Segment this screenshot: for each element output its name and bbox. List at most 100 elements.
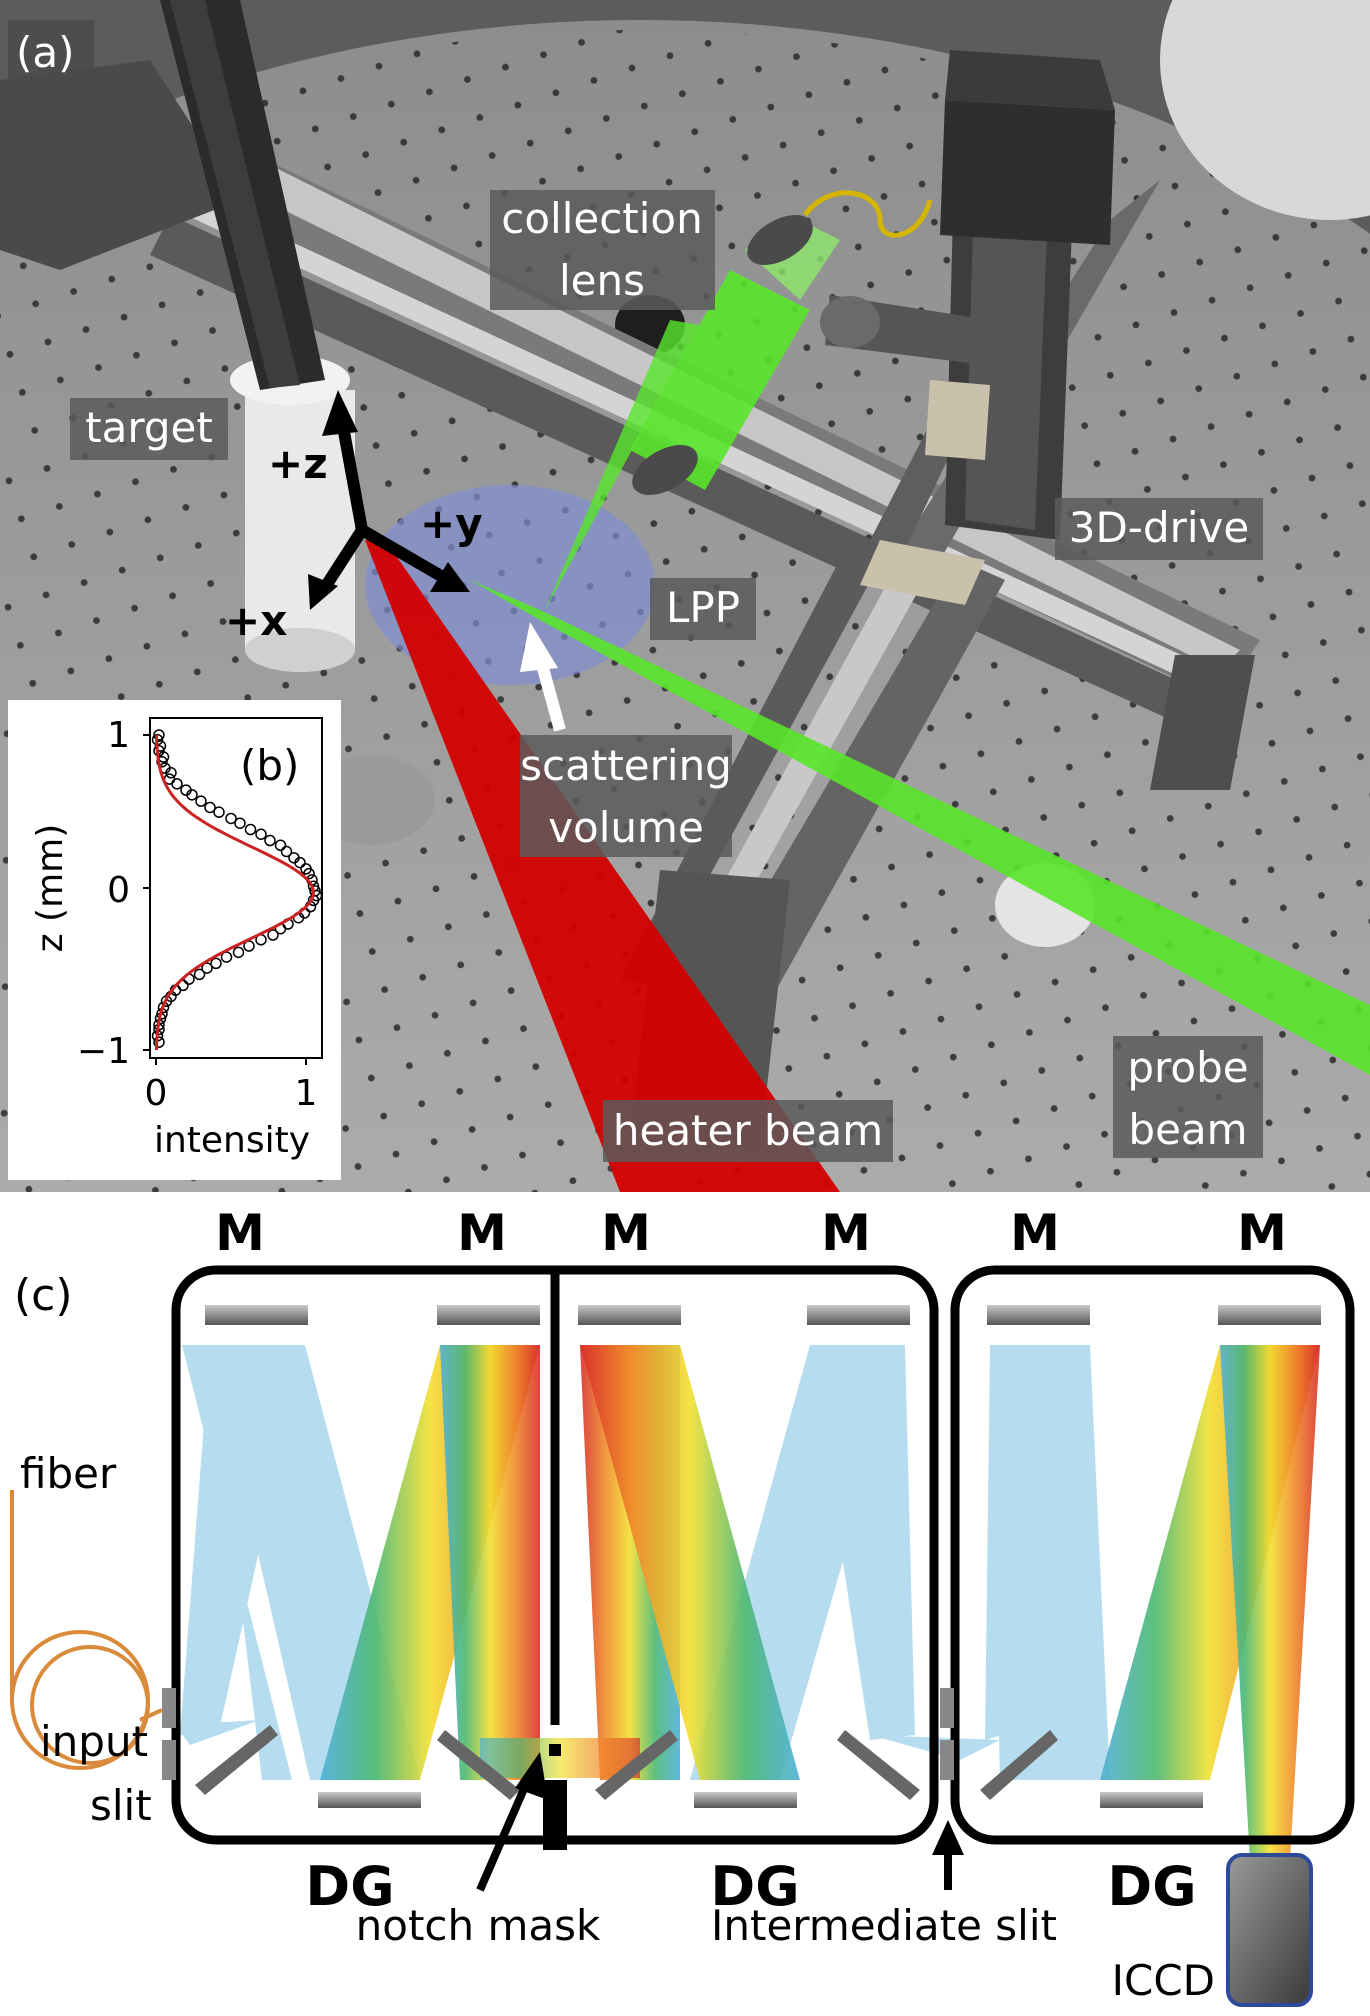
input-slit-label-1: input	[40, 1717, 148, 1766]
input-slit-upper	[162, 1688, 176, 1728]
lpp-label: LPP	[666, 583, 740, 632]
target	[160, 0, 355, 672]
dispersed-beams	[320, 1345, 1320, 1860]
data-point-18	[255, 828, 267, 840]
mirror-label-5: M	[1010, 1204, 1060, 1262]
grating-1	[318, 1792, 421, 1808]
collection-lens	[545, 190, 933, 610]
probe-beam-label-1: probe	[1127, 1043, 1248, 1092]
ytick-0: 0	[107, 870, 130, 911]
grating-label-3: DG	[1107, 1855, 1196, 1918]
drive-column	[820, 50, 1115, 540]
mirror-label-1: M	[215, 1204, 265, 1262]
axis-y-arrowhead	[430, 562, 470, 592]
mirror-label-3: M	[601, 1204, 651, 1262]
heater-beam-label: heater beam	[613, 1106, 883, 1155]
data-point-25	[303, 867, 315, 880]
data-point-12	[195, 795, 207, 807]
drive-label: 3D-drive	[1069, 503, 1250, 552]
mirror-label-2: M	[457, 1204, 507, 1262]
data-point-17	[244, 823, 257, 836]
grating-2	[694, 1792, 797, 1808]
data-point-5	[156, 756, 168, 768]
data-point-23	[294, 856, 306, 869]
collection-lens-label-2: lens	[559, 256, 645, 305]
panel-a-label: (a)	[16, 28, 75, 77]
axis-z-label: +z	[268, 439, 328, 488]
panel-a: +z +y +x (a) collection lens target 3D-d…	[0, 0, 1370, 1192]
panel-a-labels: (a) collection lens target 3D-drive LPP …	[8, 20, 1263, 1162]
gratings	[318, 1792, 1203, 1808]
notch-mask-arrowhead	[515, 1752, 548, 1800]
scattering-volume-label-2: volume	[548, 803, 704, 852]
plot-points	[151, 729, 323, 1048]
target-label: target	[85, 403, 213, 452]
data-point-14	[213, 806, 225, 818]
input-slit-label-2: slit	[90, 1781, 152, 1830]
axis-x-arrowhead	[308, 574, 338, 610]
intermediate-slit-upper	[940, 1688, 954, 1728]
fold-mirrors	[195, 1725, 1058, 1800]
data-point-36	[267, 929, 279, 941]
data-point-11	[186, 789, 198, 801]
notch-mask-arrow	[476, 1773, 534, 1892]
intermediate-slit-label: Intermediate slit	[711, 1901, 1057, 1950]
axis-z-arrowhead	[322, 390, 358, 436]
collection-lens-label-1: collection	[501, 194, 703, 243]
fiber-label: fiber	[20, 1449, 117, 1498]
plot-ylabel: z (mm)	[30, 824, 71, 953]
notch-mask-block	[543, 1780, 567, 1850]
chamber-port	[1160, 0, 1370, 220]
xtick-1: 1	[295, 1073, 318, 1114]
xtick-0: 0	[145, 1073, 168, 1114]
data-point-19	[264, 834, 276, 847]
mirror-label-4: M	[821, 1204, 871, 1262]
mirror-label-6: M	[1237, 1204, 1287, 1262]
data-point-21	[280, 845, 293, 858]
grating-label-2: DG	[710, 1855, 799, 1918]
data-point-7	[165, 767, 177, 779]
grating-label-1: DG	[305, 1855, 394, 1918]
panel-c: (c) M M M M M M	[10, 1204, 1355, 2007]
data-point-20	[274, 839, 287, 851]
data-point-13	[204, 801, 216, 814]
data-point-0	[153, 729, 165, 741]
ytick-1: 1	[107, 715, 130, 756]
plot-xlabel: intensity	[154, 1120, 310, 1161]
data-point-42	[201, 962, 213, 974]
fiber	[10, 1490, 163, 1770]
grating-3	[1100, 1792, 1203, 1808]
data-point-55	[153, 1036, 165, 1048]
probe-beam-label-2: beam	[1128, 1105, 1247, 1154]
data-point-9	[171, 778, 183, 790]
notch-mask-label: notch mask	[356, 1901, 601, 1950]
axis-y-arrow	[358, 524, 452, 586]
axis-x-arrow	[316, 526, 368, 596]
panel-b-inset: (b) 1 0 −1 0 1 intensity z (mm)	[8, 700, 341, 1180]
axis-x-label: +x	[225, 596, 287, 645]
top-mirrors	[205, 1305, 1321, 1325]
data-point-15	[225, 812, 237, 825]
scattering-arrowhead	[520, 622, 558, 672]
intermediate-slit-lower	[940, 1740, 954, 1780]
data-point-43	[193, 968, 206, 981]
intermediate-slit-arrowhead	[932, 1820, 964, 1855]
gaussian-fit-curve	[154, 734, 316, 1051]
slits	[162, 1688, 954, 1780]
iccd-detector	[1226, 1853, 1313, 2007]
panel-b-label: (b)	[240, 741, 299, 790]
axis-y-label: +y	[420, 499, 483, 548]
panel-c-label: (c)	[14, 1270, 73, 1321]
data-point-41	[210, 957, 222, 970]
heater-beam	[365, 540, 840, 1192]
scattering-volume-label-1: scattering	[520, 741, 732, 790]
iccd-label: ICCD	[1112, 1956, 1215, 2005]
probe-beam	[470, 580, 1370, 1075]
input-slit-lower	[162, 1740, 176, 1780]
ytick-minus1: −1	[77, 1031, 130, 1072]
data-point-16	[234, 817, 246, 829]
spectrometer-stage-3-enclosure	[950, 1265, 1355, 1845]
data-point-39	[232, 946, 245, 959]
notch-mask-dot	[549, 1744, 561, 1756]
